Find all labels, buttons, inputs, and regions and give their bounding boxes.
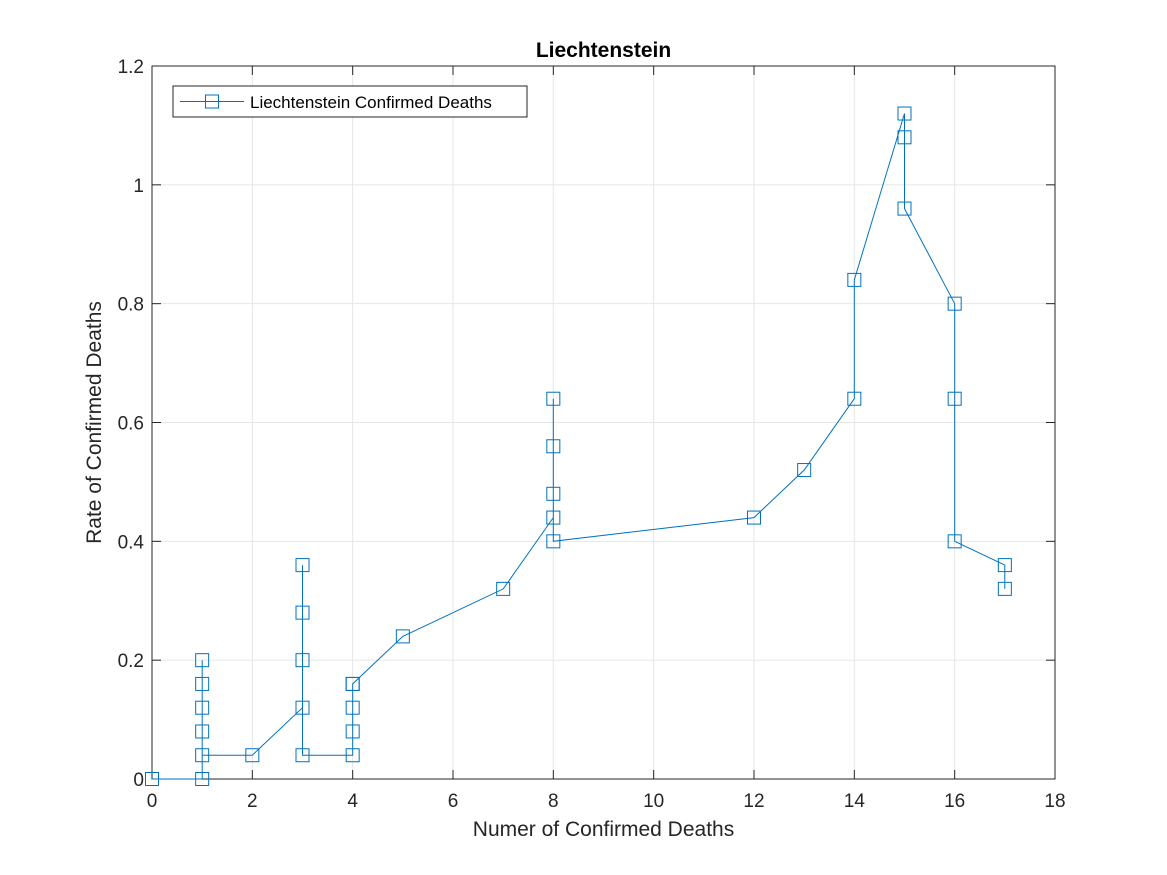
data-point-marker — [897, 201, 912, 216]
data-point-marker — [847, 272, 862, 287]
x-tick-label: 14 — [844, 791, 866, 812]
data-point-marker — [295, 748, 310, 763]
data-point-marker — [195, 748, 210, 763]
data-point-marker — [847, 391, 862, 406]
data-point-marker — [546, 486, 561, 501]
data-point-marker — [947, 391, 962, 406]
x-tick-label: 16 — [944, 791, 965, 812]
data-point-marker — [546, 391, 561, 406]
data-point-marker — [797, 463, 812, 478]
data-point-marker — [195, 653, 210, 668]
y-tick-label: 0.6 — [118, 414, 144, 435]
x-axis-label: Numer of Confirmed Deaths — [473, 818, 734, 841]
x-tick-label: 10 — [643, 791, 664, 812]
data-point-marker — [546, 510, 561, 525]
data-point-marker — [195, 724, 210, 739]
legend-entry-label: Liechtenstein Confirmed Deaths — [250, 93, 492, 112]
data-point-marker — [546, 439, 561, 454]
data-point-marker — [295, 653, 310, 668]
data-point-marker — [546, 534, 561, 549]
data-point-marker — [395, 629, 410, 644]
data-point-marker — [947, 534, 962, 549]
plot-area: 0 2 4 6 8 10 12 14 16 18 0 0.2 0.4 0.6 0.8 1 1.2 — [118, 57, 1066, 812]
x-tick-label: 2 — [247, 791, 258, 812]
y-tick-label: 1.2 — [118, 57, 144, 78]
data-point-marker — [195, 772, 210, 786]
data-point-marker — [345, 748, 360, 763]
chart-title: Liechtenstein — [536, 39, 671, 62]
y-tick-label: 1 — [133, 176, 144, 197]
x-tick-label: 12 — [743, 791, 764, 812]
data-point-marker — [295, 605, 310, 620]
y-tick-label: 0.2 — [118, 651, 144, 672]
data-point-marker — [345, 700, 360, 715]
y-tick-label: 0.8 — [118, 295, 144, 316]
y-tick-label: 0.4 — [118, 532, 145, 553]
data-point-marker — [295, 700, 310, 715]
data-point-marker — [897, 130, 912, 145]
ticks: 0 2 4 6 8 10 12 14 16 18 0 0.2 0.4 0.6 0.8 1 1.2 — [118, 57, 1066, 812]
legend: Liechtenstein Confirmed Deaths — [172, 85, 528, 118]
series-line — [152, 113, 1006, 780]
data-point-marker — [947, 296, 962, 311]
data-point-marker — [245, 748, 260, 763]
data-point-marker — [345, 676, 360, 691]
x-tick-label: 6 — [448, 791, 459, 812]
y-tick-label: 0 — [133, 770, 144, 791]
data-point-marker — [195, 676, 210, 691]
y-axis-label: Rate of Confirmed Deaths — [83, 301, 106, 544]
data-point-marker — [997, 581, 1012, 596]
x-tick-label: 4 — [347, 791, 358, 812]
data-point-marker — [496, 581, 511, 596]
data-point-marker — [345, 724, 360, 739]
data-point-marker — [997, 558, 1012, 573]
data-point-marker — [747, 510, 761, 525]
legend-marker-square — [205, 94, 219, 109]
series-layer — [145, 106, 1012, 786]
x-tick-label: 0 — [147, 791, 158, 812]
data-point-marker — [897, 106, 912, 121]
data-point-marker — [295, 558, 310, 573]
x-tick-label: 18 — [1044, 791, 1065, 812]
data-point-marker — [145, 772, 159, 786]
data-point-marker — [195, 700, 210, 715]
x-tick-label: 8 — [548, 791, 559, 812]
